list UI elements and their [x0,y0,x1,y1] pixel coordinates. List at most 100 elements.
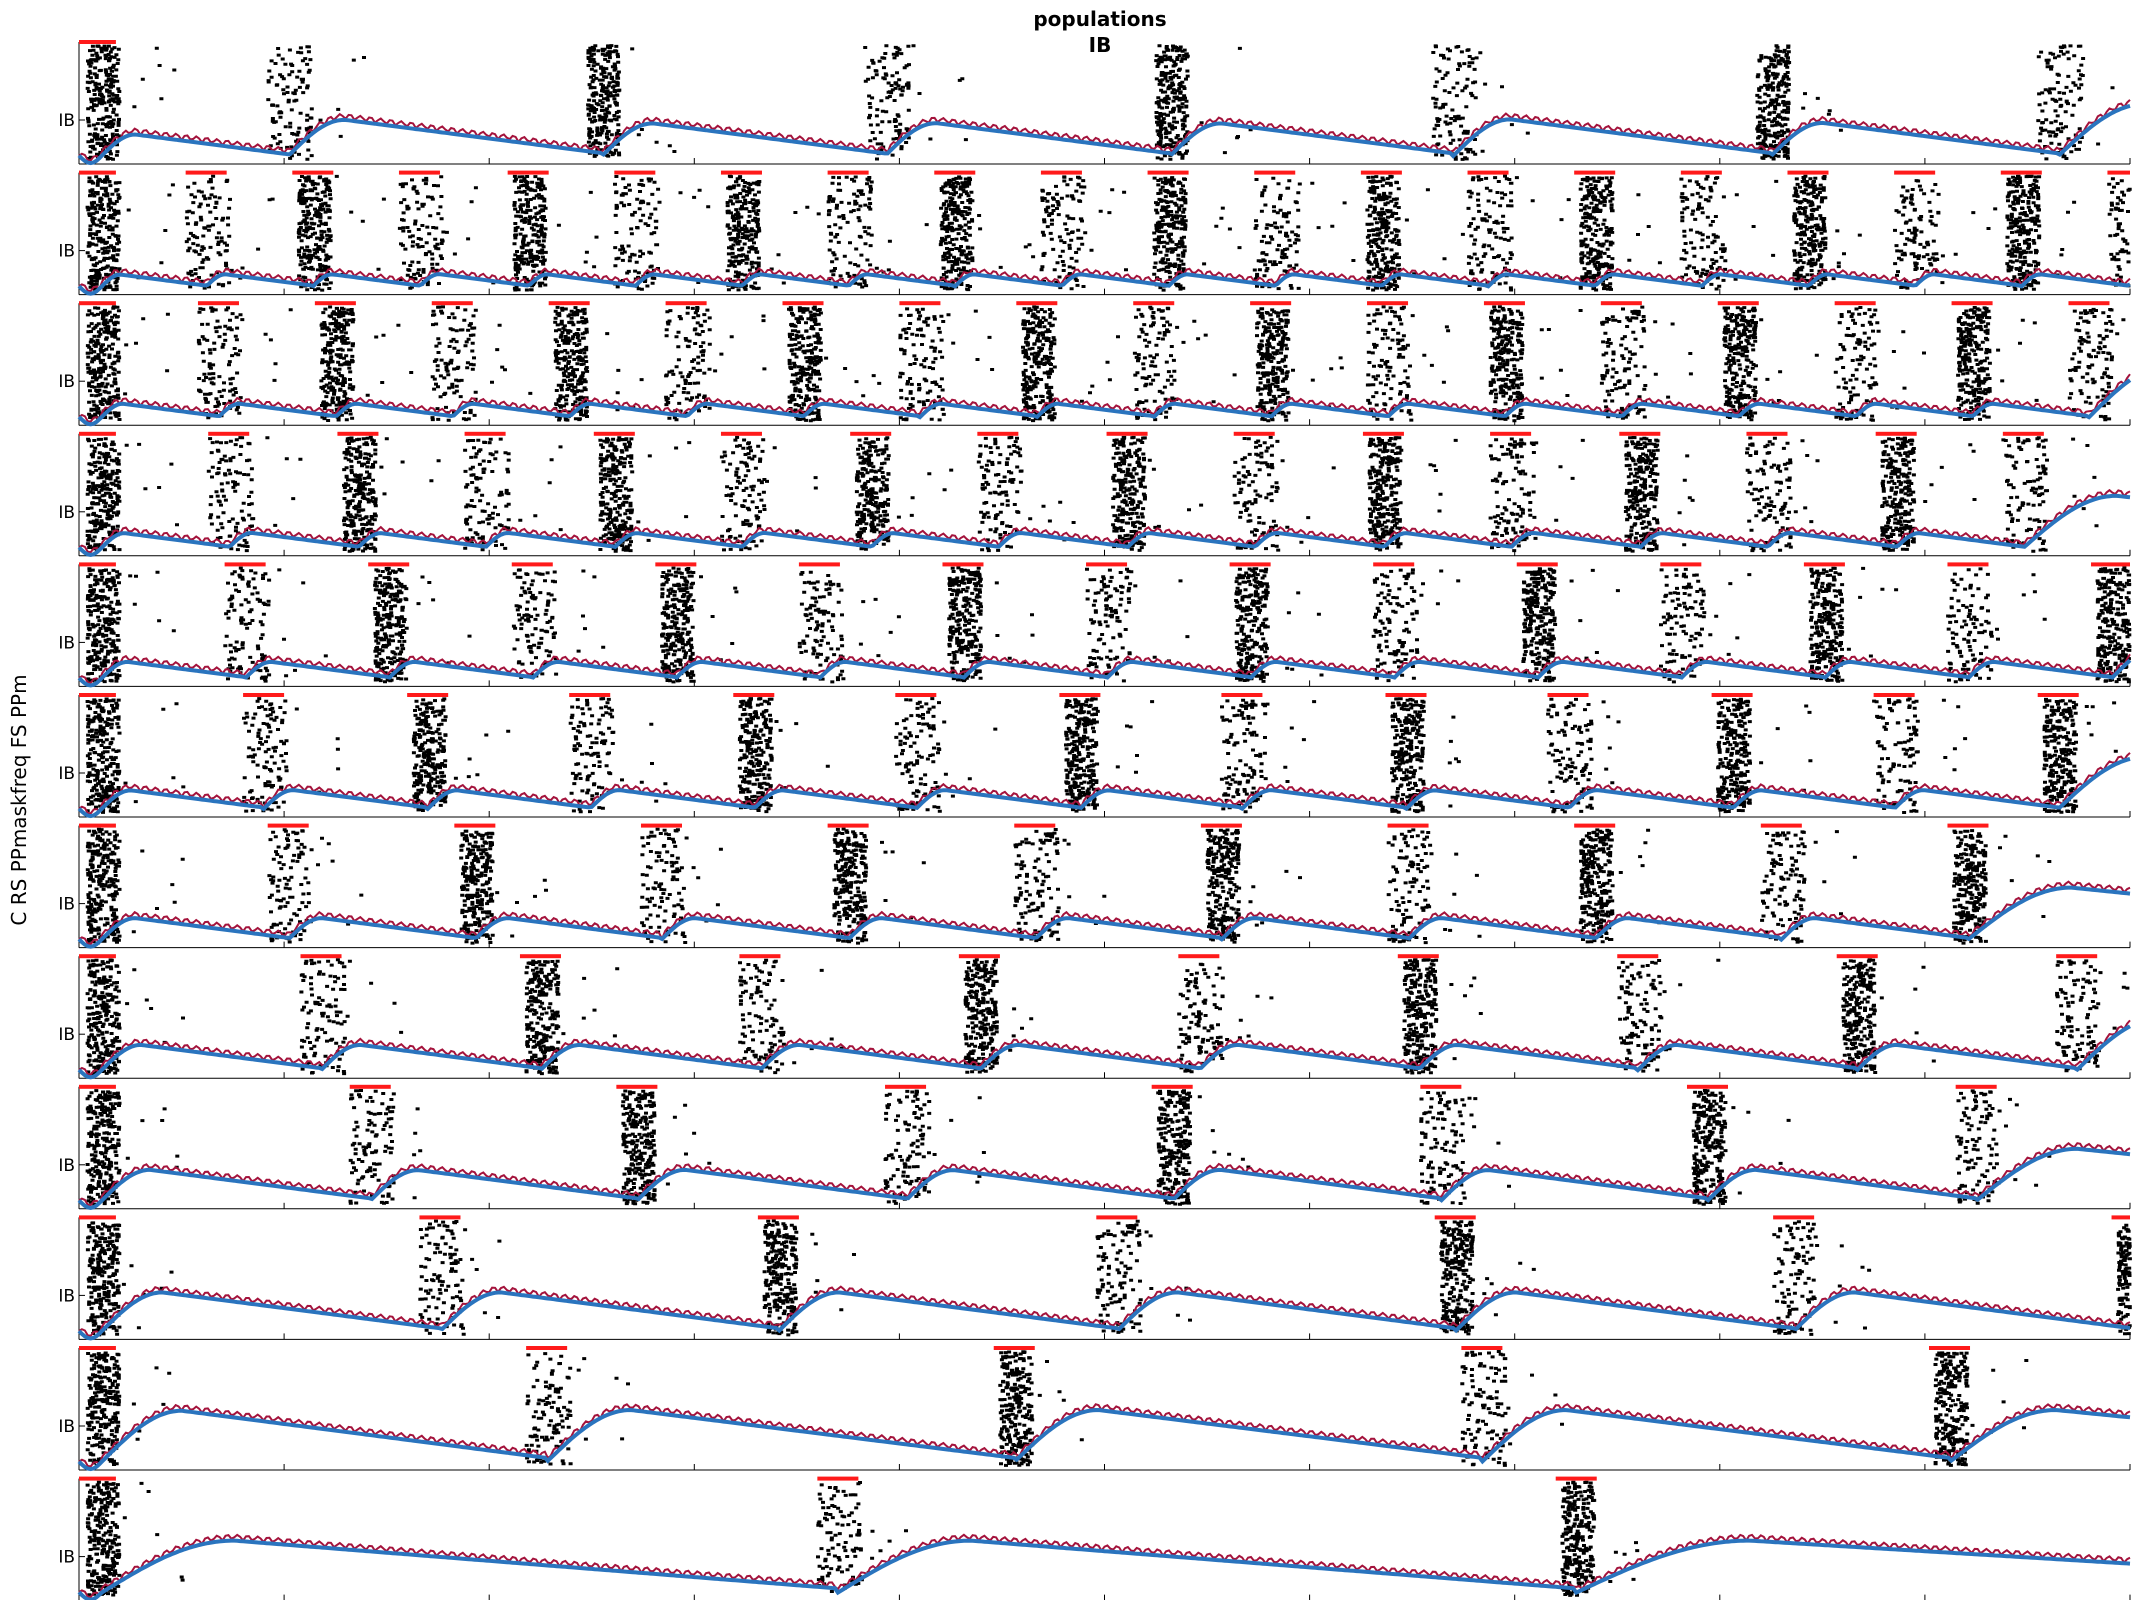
mask-window [1490,431,1532,436]
lfp-trace [77,1538,2131,1600]
mask-window [292,170,334,175]
mask-window [79,301,116,306]
mask-window [1233,431,1275,436]
mask-window [1147,170,1189,175]
mask-window [640,823,682,828]
mask-window [1178,954,1220,959]
mask-window [314,301,356,306]
panel-11: IB [58,1346,2131,1472]
mask-window [1711,693,1753,697]
mask-window [1894,170,1936,175]
mask-window [519,954,561,959]
mask-window [526,1346,568,1350]
mask-window [1096,1215,1138,1220]
spike-envelope-trace [78,752,2131,815]
mask-window [1373,562,1415,567]
mask-window [782,301,824,306]
mask-window [208,431,250,436]
lfp-trace [77,103,2131,166]
mask-window [79,1346,116,1350]
mask-window [1367,301,1409,306]
lfp-trace [77,658,2132,688]
mask-window [1434,1215,1476,1220]
panel-ylabel: IB [58,503,75,523]
mask-window [464,431,506,436]
mask-window [79,170,116,175]
panel-ylabel: IB [58,1417,75,1437]
spike-envelope-trace [78,99,2131,162]
mask-window [197,301,239,306]
mask-window [1600,301,1642,306]
mask-window [2091,562,2130,567]
mask-window [1873,693,1915,697]
mask-window [1151,1084,1193,1089]
mask-window [1574,823,1616,828]
mask-window [79,40,116,44]
mask-window [1106,431,1148,436]
mask-window [1686,1084,1729,1089]
mask-window [993,1346,1035,1350]
mask-window [1680,170,1722,175]
mask-window [958,954,1000,959]
mask-window [79,1476,116,1481]
panel-3: IB [58,301,2132,427]
mask-window [593,431,635,436]
spike-raster [85,1350,2029,1467]
mask-window [1016,301,1058,306]
mask-window [1834,301,1876,306]
mask-window [79,431,116,436]
mask-window [665,301,707,306]
mask-window [1929,1346,1971,1350]
lfp-trace [77,1024,2131,1080]
mask-window [739,954,781,959]
mask-window [1660,562,1702,567]
mask-window [1951,301,1993,306]
lfp-trace [77,1407,2131,1472]
mask-window [1014,823,1056,828]
mask-window [1420,1084,1462,1089]
mask-window [720,431,762,436]
mask-window [2056,954,2098,959]
mask-window [1955,1084,1997,1089]
mask-window [934,170,976,175]
spike-raster [85,44,2115,161]
panel-ylabel: IB [58,764,75,784]
mask-window [2002,431,2044,436]
panel-8: IB [58,954,2131,1080]
panel-ylabel: IB [58,372,75,392]
mask-window [1221,693,1263,697]
mask-window [899,301,941,306]
mask-window [1467,170,1509,175]
mask-window [977,431,1019,436]
mask-window [1947,562,1989,567]
mask-window [885,1084,927,1089]
panel-ylabel: IB [58,1286,75,1306]
mask-window [798,562,840,567]
mask-window [2107,170,2130,175]
mask-window [185,170,227,175]
mask-window [1254,170,1296,175]
mask-window [1555,1476,1597,1481]
mask-window [614,170,656,175]
title-line-1: populations [1033,7,1167,31]
mask-window [1760,823,1802,828]
mask-window [79,954,116,959]
mask-window [507,170,549,175]
figure-title: populations IB [0,6,2133,58]
mask-window [1133,301,1175,306]
mask-window [79,562,116,567]
mask-window [1387,823,1429,828]
panel-ylabel: IB [58,242,75,262]
mask-window [368,562,410,567]
panel-ylabel: IB [58,111,75,131]
mask-window [1773,1215,1815,1220]
mask-window [337,431,379,436]
mask-window [1617,954,1659,959]
mask-window [1200,823,1242,828]
mask-window [1516,562,1558,567]
mask-window [1746,431,1788,436]
mask-window [895,693,937,697]
mask-window [79,1215,116,1220]
mask-window [1787,170,1829,175]
mask-window [733,693,775,697]
